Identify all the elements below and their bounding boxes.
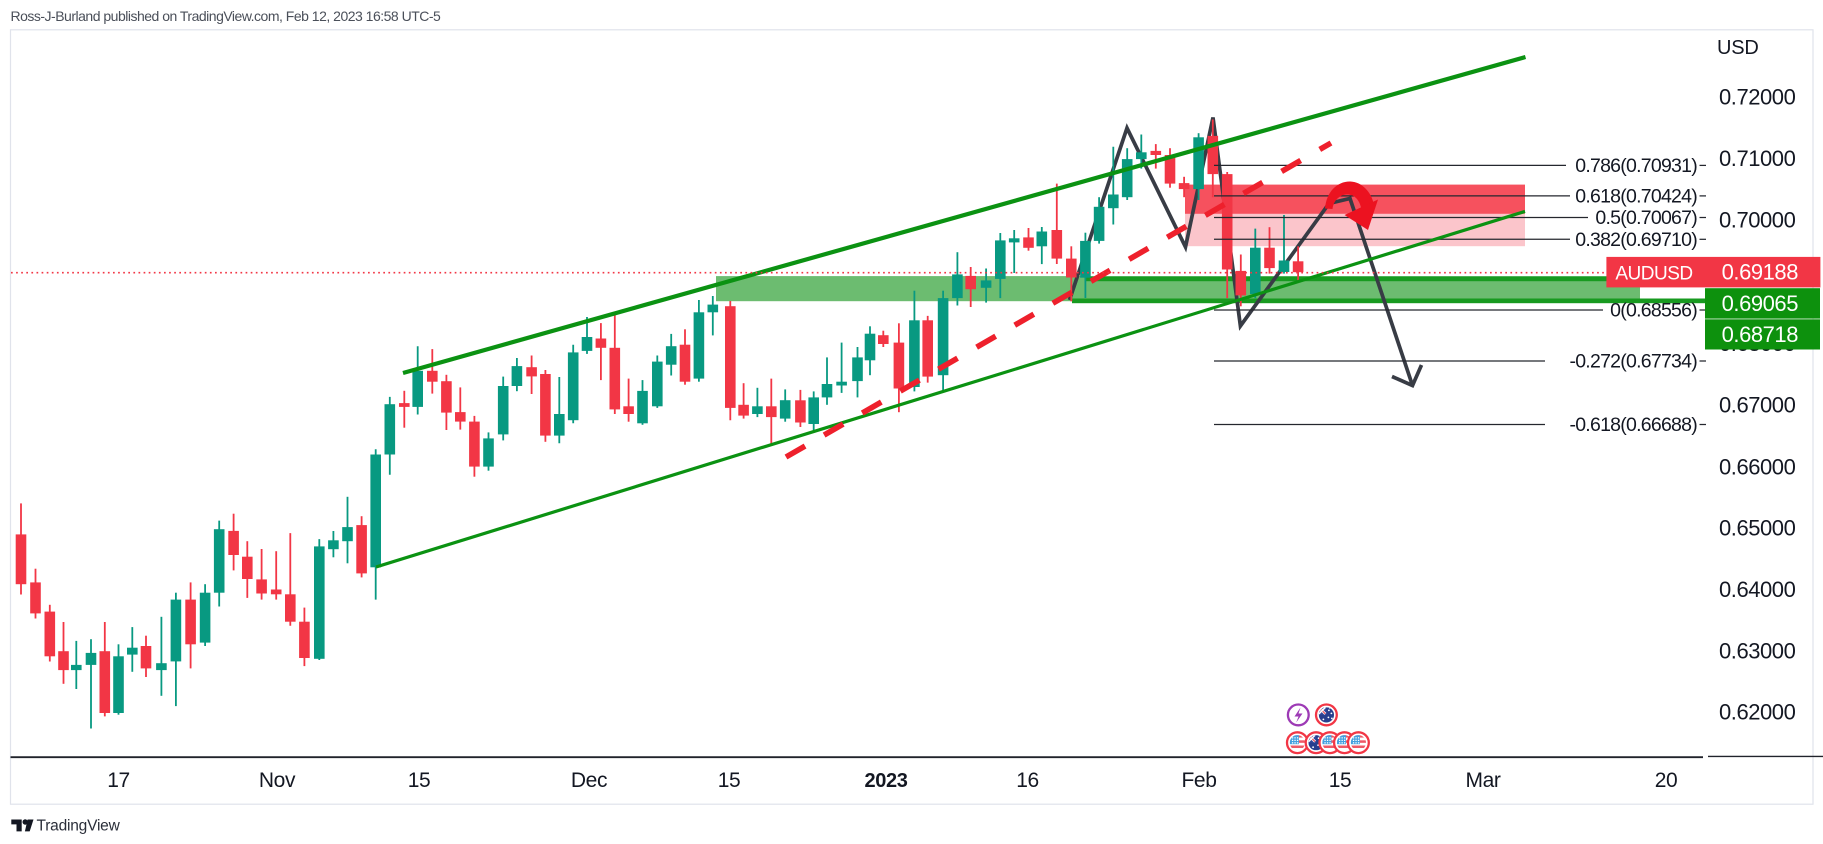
svg-text:AUDUSD: AUDUSD xyxy=(1615,264,1692,285)
svg-text:Feb: Feb xyxy=(1182,769,1217,792)
svg-text:0(0.68556): 0(0.68556) xyxy=(1610,300,1697,322)
svg-text:0.70000: 0.70000 xyxy=(1719,207,1796,232)
svg-text:Mar: Mar xyxy=(1466,769,1501,792)
svg-text:-0.618(0.66688): -0.618(0.66688) xyxy=(1569,414,1697,436)
svg-text:TradingView: TradingView xyxy=(37,818,121,835)
svg-text:0.69188: 0.69188 xyxy=(1722,260,1799,285)
svg-text:Dec: Dec xyxy=(571,769,607,792)
svg-text:0.62000: 0.62000 xyxy=(1719,700,1796,725)
svg-text:15: 15 xyxy=(1329,769,1352,792)
svg-text:0.65000: 0.65000 xyxy=(1719,516,1796,541)
svg-text:16: 16 xyxy=(1016,769,1039,792)
svg-text:0.63000: 0.63000 xyxy=(1719,638,1796,663)
svg-text:0.5(0.70067): 0.5(0.70067) xyxy=(1595,207,1697,229)
svg-text:0.786(0.70931): 0.786(0.70931) xyxy=(1575,155,1697,177)
svg-text:Ross-J-Burland published on Tr: Ross-J-Burland published on TradingView.… xyxy=(11,8,442,24)
svg-text:0.72000: 0.72000 xyxy=(1719,85,1796,110)
svg-text:15: 15 xyxy=(718,769,741,792)
svg-text:0.71000: 0.71000 xyxy=(1719,146,1796,171)
svg-text:0.69065: 0.69065 xyxy=(1722,291,1799,316)
svg-text:0.67000: 0.67000 xyxy=(1719,392,1796,417)
svg-text:0.382(0.69710): 0.382(0.69710) xyxy=(1575,229,1697,251)
svg-text:Nov: Nov xyxy=(259,769,296,792)
svg-text:USD: USD xyxy=(1717,37,1759,59)
svg-text:17: 17 xyxy=(107,769,130,792)
svg-text:0.66000: 0.66000 xyxy=(1719,454,1796,479)
svg-text:-0.272(0.67734): -0.272(0.67734) xyxy=(1569,351,1697,373)
svg-text:0.618(0.70424): 0.618(0.70424) xyxy=(1575,185,1697,207)
svg-text:0.68718: 0.68718 xyxy=(1722,322,1799,347)
svg-text:15: 15 xyxy=(408,769,431,792)
svg-text:0.64000: 0.64000 xyxy=(1719,577,1796,602)
svg-text:20: 20 xyxy=(1655,769,1678,792)
svg-text:2023: 2023 xyxy=(865,770,908,792)
